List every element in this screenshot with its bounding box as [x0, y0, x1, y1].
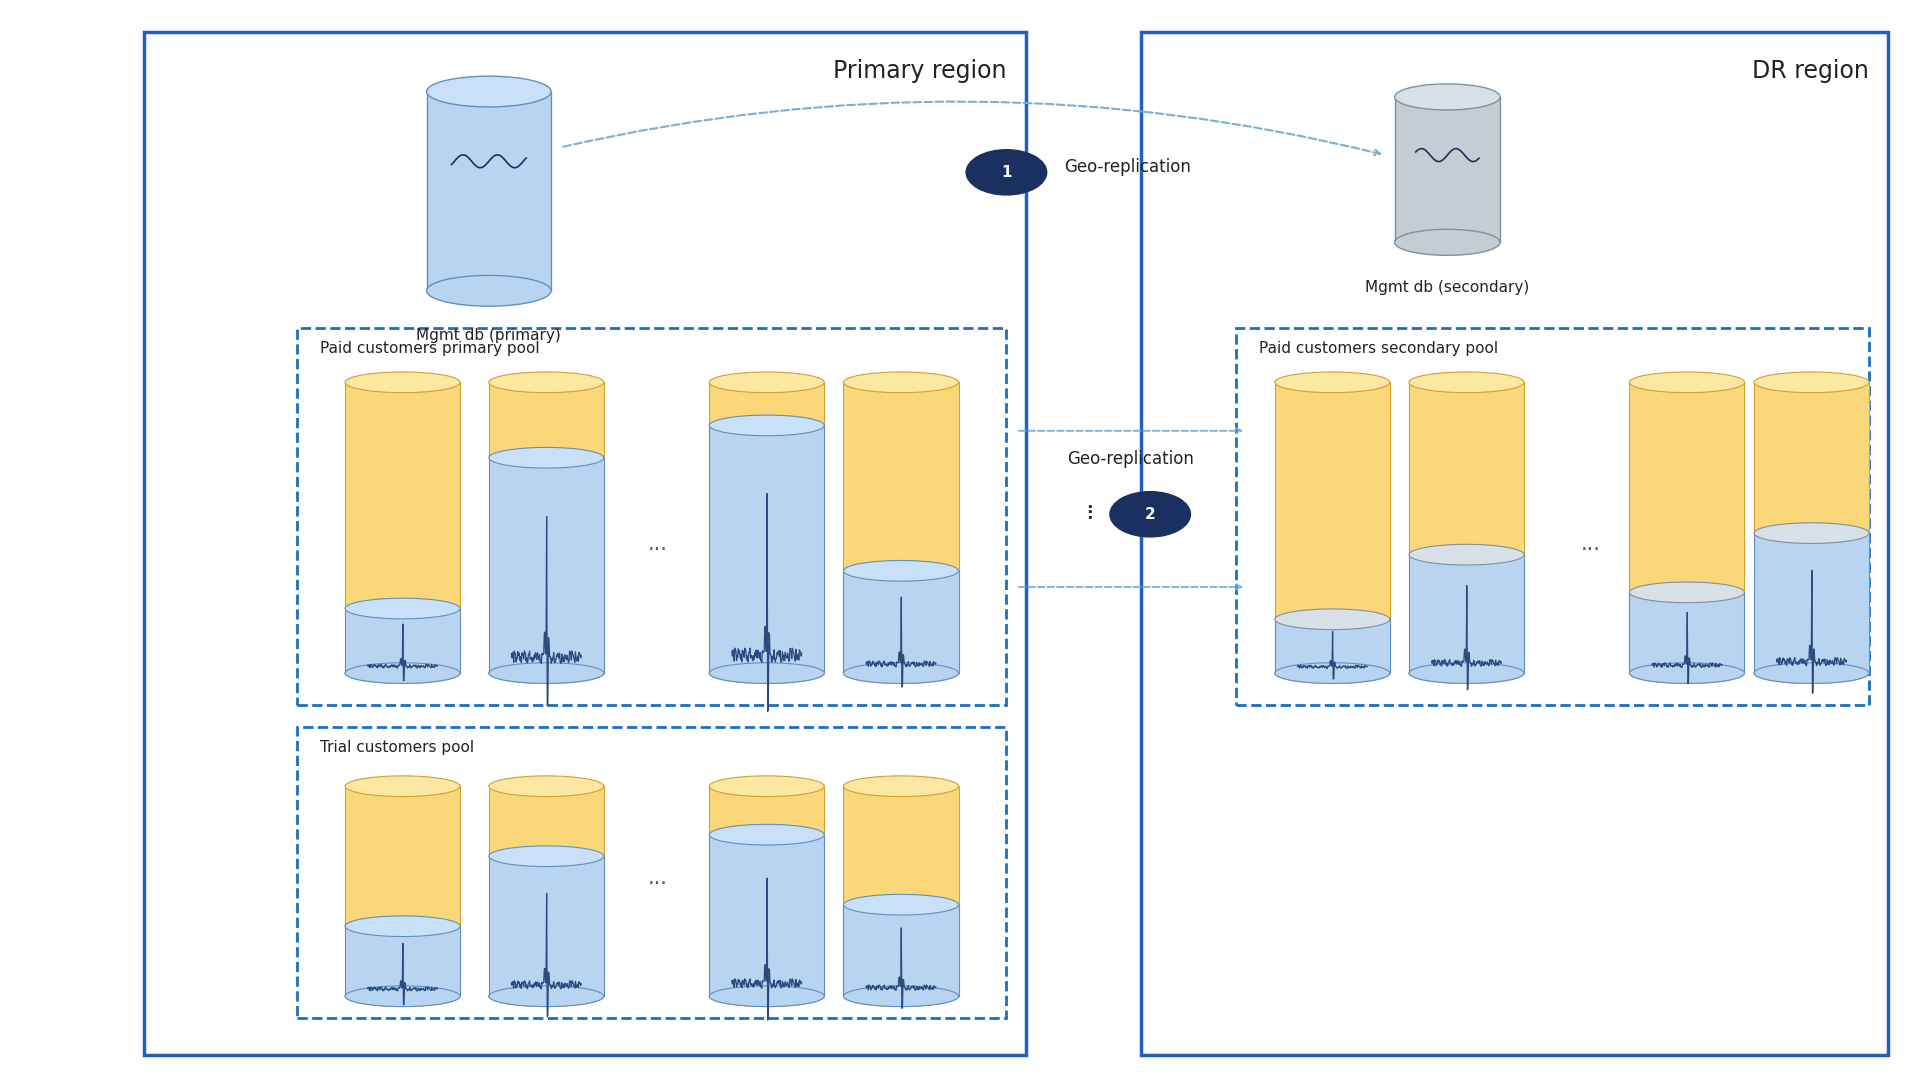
Ellipse shape [843, 662, 958, 684]
Polygon shape [843, 786, 958, 996]
Ellipse shape [843, 372, 958, 393]
Polygon shape [709, 425, 824, 673]
Ellipse shape [1754, 372, 1869, 393]
Ellipse shape [427, 276, 552, 306]
Text: ...: ... [1582, 534, 1601, 554]
Text: ...: ... [648, 868, 667, 887]
Ellipse shape [843, 775, 958, 797]
Ellipse shape [709, 985, 824, 1007]
Polygon shape [1754, 533, 1869, 673]
Ellipse shape [489, 985, 604, 1007]
Ellipse shape [709, 662, 824, 684]
Text: Geo-replication: Geo-replication [1064, 158, 1190, 176]
Ellipse shape [843, 985, 958, 1007]
Ellipse shape [345, 915, 460, 937]
Ellipse shape [489, 845, 604, 867]
Polygon shape [709, 382, 824, 673]
Polygon shape [345, 609, 460, 673]
Ellipse shape [709, 824, 824, 845]
Ellipse shape [1409, 544, 1524, 565]
Ellipse shape [489, 662, 604, 684]
Ellipse shape [1629, 582, 1744, 603]
Ellipse shape [709, 662, 824, 684]
Ellipse shape [1275, 662, 1390, 684]
Ellipse shape [1629, 662, 1744, 684]
Ellipse shape [1754, 662, 1869, 684]
Polygon shape [1754, 382, 1869, 673]
Polygon shape [1409, 382, 1524, 673]
Ellipse shape [345, 662, 460, 684]
Polygon shape [1409, 555, 1524, 673]
Ellipse shape [843, 894, 958, 915]
Ellipse shape [843, 985, 958, 1007]
Ellipse shape [345, 985, 460, 1007]
Ellipse shape [709, 415, 824, 436]
Ellipse shape [709, 372, 824, 393]
Ellipse shape [1754, 522, 1869, 544]
Ellipse shape [709, 775, 824, 797]
Ellipse shape [1275, 609, 1390, 630]
Text: Paid customers secondary pool: Paid customers secondary pool [1259, 341, 1499, 356]
Polygon shape [1275, 382, 1390, 673]
Polygon shape [843, 382, 958, 673]
Ellipse shape [1629, 662, 1744, 684]
Text: Mgmt db (primary): Mgmt db (primary) [416, 328, 562, 344]
Ellipse shape [345, 662, 460, 684]
Ellipse shape [1275, 372, 1390, 393]
Ellipse shape [843, 662, 958, 684]
Polygon shape [1396, 97, 1501, 242]
Polygon shape [843, 905, 958, 996]
Ellipse shape [489, 447, 604, 468]
Ellipse shape [843, 560, 958, 582]
Polygon shape [345, 382, 460, 673]
Polygon shape [489, 458, 604, 673]
Polygon shape [709, 786, 824, 996]
Polygon shape [489, 382, 604, 673]
Text: Mgmt db (secondary): Mgmt db (secondary) [1365, 280, 1530, 295]
Ellipse shape [489, 372, 604, 393]
Polygon shape [709, 835, 824, 996]
Ellipse shape [489, 662, 604, 684]
Ellipse shape [345, 598, 460, 619]
Text: ...: ... [648, 534, 667, 554]
Ellipse shape [489, 985, 604, 1007]
Ellipse shape [345, 985, 460, 1007]
Text: DR region: DR region [1752, 59, 1869, 83]
Polygon shape [345, 786, 460, 996]
Ellipse shape [709, 985, 824, 1007]
Ellipse shape [345, 372, 460, 393]
Ellipse shape [1754, 662, 1869, 684]
Ellipse shape [1409, 662, 1524, 684]
Text: 2: 2 [1144, 507, 1156, 521]
Ellipse shape [1396, 229, 1501, 255]
Ellipse shape [345, 775, 460, 797]
Ellipse shape [1629, 372, 1744, 393]
Text: ⠇: ⠇ [1085, 505, 1100, 523]
Polygon shape [489, 856, 604, 996]
Circle shape [1110, 491, 1190, 537]
Polygon shape [345, 926, 460, 996]
Polygon shape [1629, 592, 1744, 673]
Polygon shape [1275, 619, 1390, 673]
Text: Trial customers pool: Trial customers pool [320, 740, 473, 755]
Polygon shape [427, 92, 552, 291]
Ellipse shape [489, 775, 604, 797]
Ellipse shape [1409, 662, 1524, 684]
Text: Paid customers primary pool: Paid customers primary pool [320, 341, 541, 356]
Ellipse shape [427, 76, 552, 107]
Text: 1: 1 [1001, 165, 1012, 180]
Polygon shape [1629, 382, 1744, 673]
Circle shape [966, 150, 1047, 195]
Polygon shape [843, 571, 958, 673]
Ellipse shape [1275, 662, 1390, 684]
Ellipse shape [1396, 84, 1501, 110]
Polygon shape [489, 786, 604, 996]
Ellipse shape [1409, 372, 1524, 393]
Text: Primary region: Primary region [832, 59, 1006, 83]
Text: Geo-replication: Geo-replication [1068, 450, 1194, 467]
